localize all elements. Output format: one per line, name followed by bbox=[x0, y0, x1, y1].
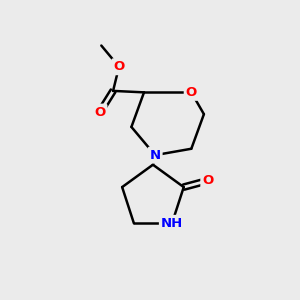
Text: O: O bbox=[186, 86, 197, 99]
Text: O: O bbox=[94, 106, 106, 118]
Text: O: O bbox=[113, 60, 124, 73]
Text: NH: NH bbox=[161, 217, 183, 230]
Text: N: N bbox=[149, 148, 161, 162]
Text: O: O bbox=[202, 174, 214, 187]
